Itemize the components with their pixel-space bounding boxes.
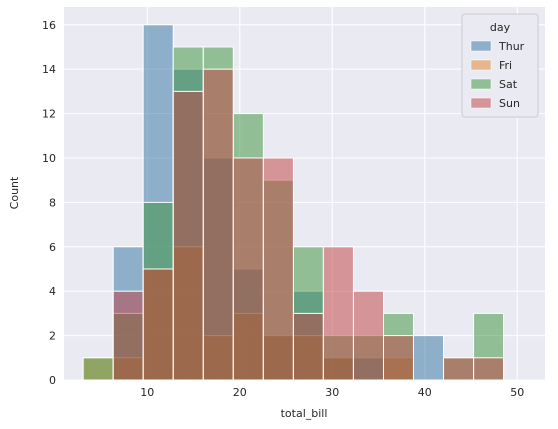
legend-title: day <box>490 21 511 34</box>
bar-thur-11 <box>412 335 445 381</box>
legend-swatch-sat <box>470 78 492 90</box>
y-tick-label-8: 16 <box>42 19 56 32</box>
bar-sun-6 <box>262 157 294 381</box>
bars <box>82 24 505 381</box>
bar-sat-0 <box>82 357 114 381</box>
y-tick-label-5: 10 <box>42 152 56 165</box>
legend-swatch-thur <box>470 40 492 52</box>
bar-sun-3 <box>172 90 204 381</box>
bar-sun-1 <box>112 290 144 381</box>
y-tick-label-2: 4 <box>49 285 56 298</box>
legend-label-thur: Thur <box>498 40 525 53</box>
legend-box <box>461 13 539 118</box>
bar-sun-7 <box>292 312 324 381</box>
x-tick-label-3: 40 <box>418 386 432 399</box>
legend-swatch-fri <box>470 59 492 71</box>
y-tick-labels: 0 2 4 6 8 10 12 14 16 <box>42 19 56 387</box>
x-tick-label-2: 30 <box>325 386 339 399</box>
y-tick-label-3: 6 <box>49 241 56 254</box>
x-tick-label-4: 50 <box>510 386 524 399</box>
bar-sun-9 <box>352 290 384 381</box>
legend-swatch-sun <box>470 97 492 109</box>
x-tick-label-0: 10 <box>140 386 154 399</box>
bar-sun-12 <box>443 357 475 381</box>
y-tick-label-4: 8 <box>49 196 56 209</box>
legend: day Thur Fri Sat Sun <box>461 13 539 118</box>
y-tick-label-7: 14 <box>42 63 56 76</box>
legend-label-sat: Sat <box>499 78 518 91</box>
bar-sun-10 <box>382 335 414 381</box>
bar-sun-13 <box>473 357 505 381</box>
y-tick-label-0: 0 <box>49 374 56 387</box>
legend-label-sun: Sun <box>499 97 520 110</box>
y-axis-label: Count <box>8 176 21 209</box>
legend-label-fri: Fri <box>499 59 512 72</box>
bar-sun-5 <box>232 157 264 381</box>
y-tick-label-1: 2 <box>49 330 56 343</box>
legend-items: Thur Fri Sat Sun <box>470 40 525 110</box>
bar-sun-4 <box>202 68 234 381</box>
bar-sun-8 <box>322 246 354 381</box>
y-tick-label-6: 12 <box>42 108 56 121</box>
x-tick-labels: 10 20 30 40 50 <box>140 386 524 399</box>
bar-sun-2 <box>142 268 174 381</box>
x-tick-label-1: 20 <box>233 386 247 399</box>
x-axis-label: total_bill <box>281 407 328 420</box>
